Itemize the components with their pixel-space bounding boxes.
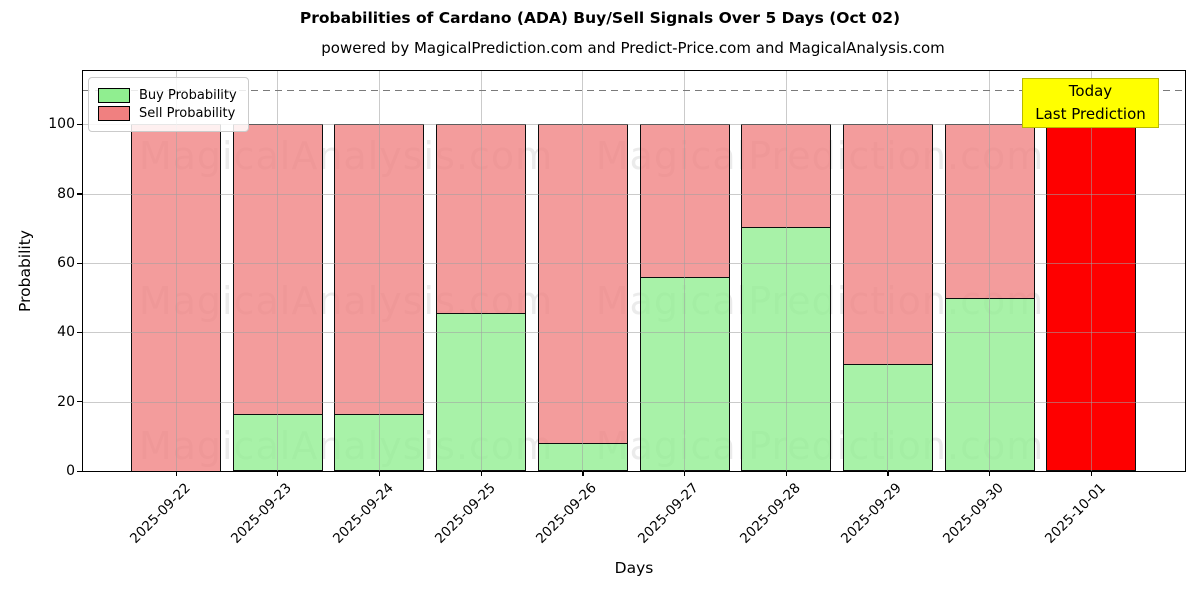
bar-2025-09-25 — [436, 124, 527, 471]
x-tick-mark — [785, 471, 787, 476]
x-tick-label: 2025-09-30 — [940, 480, 1007, 547]
annotation-line-1: Today — [1068, 81, 1113, 100]
bar-2025-09-23 — [232, 124, 323, 471]
bar-2025-10-01 — [1046, 124, 1137, 471]
x-tick-mark — [989, 471, 991, 476]
y-tick-mark — [77, 331, 82, 334]
y-tick-label: 20 — [57, 393, 75, 410]
sell-segment — [537, 124, 628, 444]
bar-2025-09-29 — [842, 124, 933, 471]
today-threshold-dashed-line — [83, 89, 1185, 92]
sell-segment — [842, 124, 933, 364]
y-tick-mark — [77, 123, 82, 126]
sell-color-swatch — [98, 106, 130, 121]
buy-segment — [741, 226, 832, 471]
sell-segment — [741, 124, 832, 227]
sell-segment — [639, 124, 730, 277]
y-tick-mark — [77, 262, 82, 264]
buy-segment — [537, 443, 628, 471]
x-tick-mark — [887, 471, 889, 476]
today-annotation-box: Today Last Prediction — [1022, 78, 1159, 128]
x-tick-mark — [480, 471, 482, 476]
x-tick-label: 2025-09-26 — [533, 480, 601, 547]
legend: Buy Probability Sell Probability — [88, 77, 249, 132]
plot-area: MagicalAnalysis.comMagicalPrediction.com… — [16, 70, 1186, 577]
x-tick-mark — [1090, 471, 1093, 476]
today-bar-segment — [1046, 124, 1137, 471]
x-tick-label: 2025-09-24 — [329, 480, 397, 547]
buy-segment — [639, 276, 730, 471]
buy-segment — [334, 413, 425, 471]
x-tick-mark — [175, 471, 177, 476]
chart-title: Probabilities of Cardano (ADA) Buy/Sell … — [299, 9, 901, 27]
annotation-line-2: Last Prediction — [1035, 105, 1146, 123]
x-tick-mark — [277, 471, 279, 476]
bar-2025-09-28 — [741, 124, 832, 471]
sell-segment — [131, 124, 221, 471]
y-tick-mark — [77, 193, 82, 195]
bar-2025-09-22 — [131, 124, 221, 471]
x-tick-label: 2025-09-23 — [228, 480, 296, 547]
legend-label-buy: Buy Probability — [139, 88, 237, 103]
sell-segment — [232, 124, 323, 414]
x-tick-label: 2025-10-01 — [1041, 480, 1109, 547]
bar-2025-09-30 — [944, 124, 1035, 471]
buy-segment — [842, 363, 933, 471]
sell-segment — [944, 124, 1035, 298]
x-tick-label: 2025-09-29 — [838, 480, 906, 547]
y-tick-label: 80 — [57, 185, 75, 202]
buy-segment — [232, 413, 323, 471]
sell-segment — [436, 124, 527, 314]
x-axis-label: Days — [614, 559, 654, 577]
x-tick-label: 2025-09-22 — [126, 480, 194, 547]
chart-subtitle: powered by MagicalPrediction.com and Pre… — [321, 39, 945, 57]
bar-2025-09-24 — [334, 124, 425, 471]
legend-label-sell: Sell Probability — [139, 106, 236, 121]
buy-segment — [436, 313, 527, 471]
x-tick-mark — [378, 471, 381, 476]
y-tick-label: 60 — [57, 255, 75, 272]
buy-color-swatch — [98, 88, 130, 103]
y-tick-label: 0 — [66, 463, 75, 479]
legend-item-sell: Sell Probability — [98, 106, 237, 121]
bar-2025-09-26 — [537, 124, 628, 471]
y-axis-label: Probability — [16, 230, 34, 312]
x-tick-label: 2025-09-25 — [431, 480, 499, 547]
x-tick-label: 2025-09-28 — [736, 480, 804, 547]
y-tick-label: 100 — [48, 116, 75, 133]
y-tick-label: 40 — [57, 324, 75, 341]
buy-segment — [944, 297, 1035, 471]
x-tick-label: 2025-09-27 — [635, 480, 702, 547]
y-tick-mark — [77, 470, 82, 472]
x-tick-mark — [684, 471, 686, 476]
legend-item-buy: Buy Probability — [98, 88, 237, 103]
y-tick-mark — [77, 401, 82, 403]
sell-segment — [334, 124, 425, 414]
x-tick-mark — [582, 471, 584, 476]
bar-2025-09-27 — [639, 124, 730, 471]
